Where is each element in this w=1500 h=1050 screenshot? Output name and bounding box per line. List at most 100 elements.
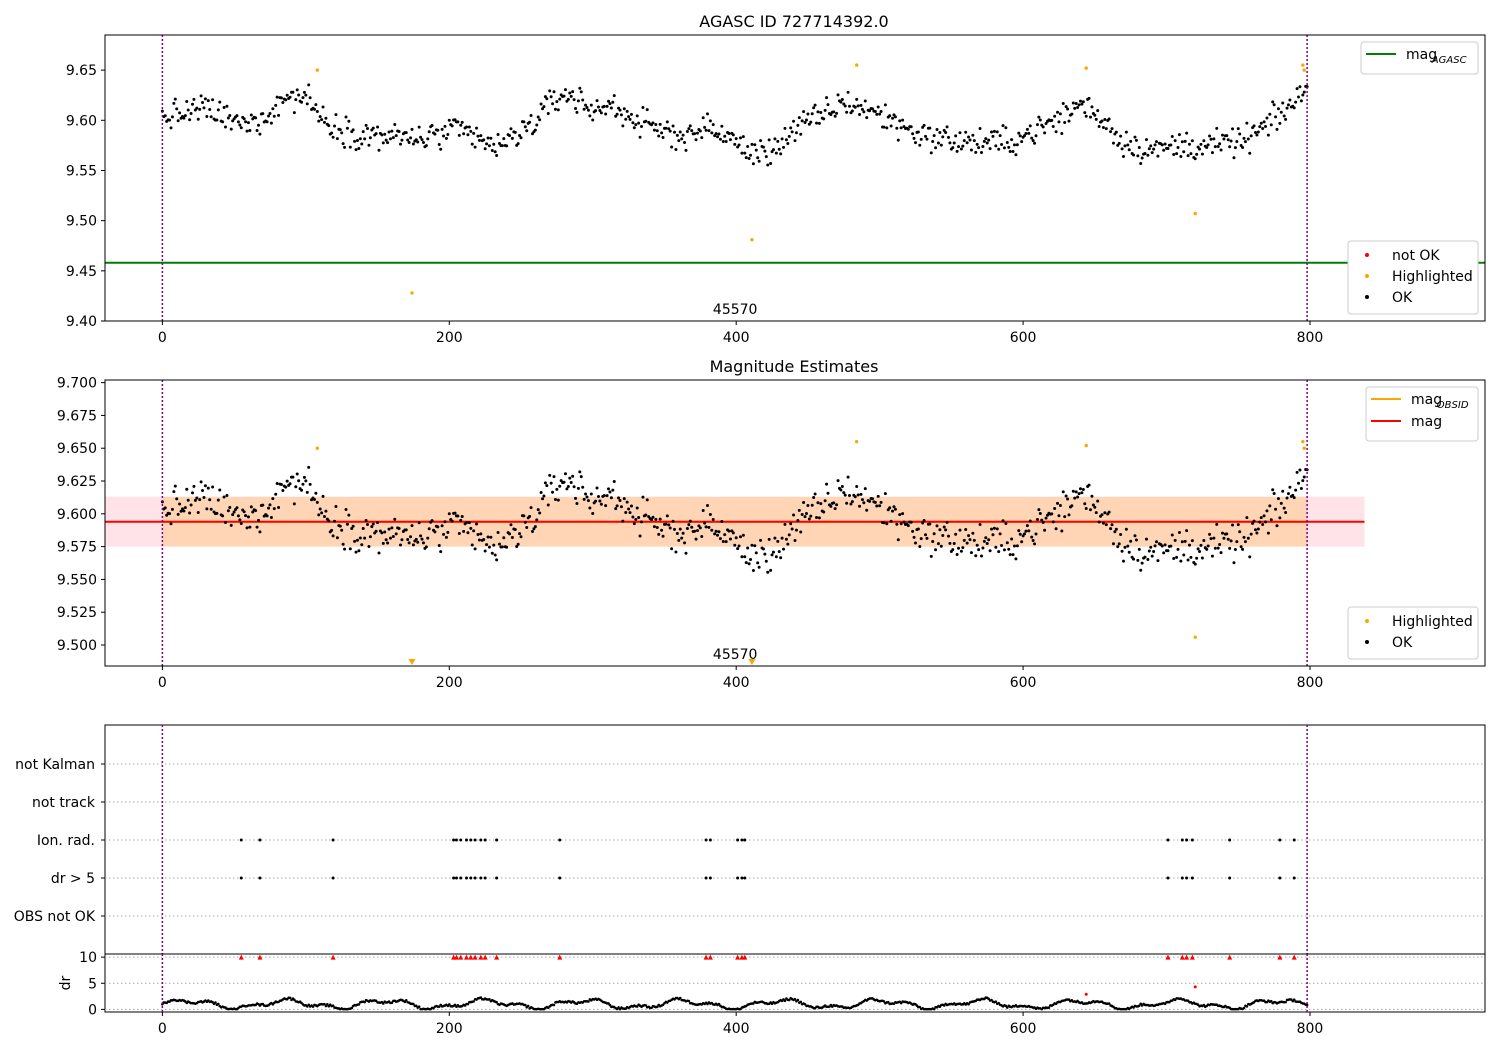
ok-point bbox=[582, 497, 586, 501]
ok-point bbox=[410, 524, 414, 528]
ok-point bbox=[767, 138, 771, 142]
ok-point bbox=[1122, 559, 1126, 563]
ok-point bbox=[485, 142, 489, 146]
ok-point bbox=[807, 122, 811, 126]
ok-point bbox=[846, 90, 850, 94]
ok-point bbox=[536, 115, 540, 119]
ok-point bbox=[497, 142, 501, 146]
ok-point bbox=[615, 112, 619, 116]
ok-point bbox=[670, 145, 674, 149]
ok-point bbox=[483, 147, 487, 151]
ok-point bbox=[1136, 558, 1140, 562]
y-tick-label: 9.700 bbox=[57, 376, 97, 392]
ok-point bbox=[307, 83, 311, 87]
ok-point bbox=[1060, 131, 1064, 135]
ok-point bbox=[416, 140, 420, 144]
ok-point bbox=[1005, 541, 1009, 545]
ok-point bbox=[1236, 523, 1240, 527]
ok-point bbox=[208, 108, 212, 112]
ok-point bbox=[279, 482, 283, 486]
ok-point bbox=[1038, 511, 1042, 515]
ok-point bbox=[1241, 145, 1245, 149]
ok-point bbox=[1101, 521, 1105, 525]
highlighted-point bbox=[1084, 66, 1088, 70]
ok-point bbox=[704, 128, 708, 132]
ok-point bbox=[848, 104, 852, 108]
ok-point bbox=[347, 119, 351, 123]
ok-point bbox=[462, 529, 466, 533]
ok-point bbox=[604, 504, 608, 508]
flag-point bbox=[495, 838, 499, 842]
ok-point bbox=[964, 130, 968, 134]
dr-point bbox=[990, 998, 993, 1002]
ok-point bbox=[720, 520, 724, 524]
ok-point bbox=[683, 541, 687, 545]
ok-point bbox=[172, 101, 176, 105]
ok-point bbox=[475, 126, 479, 130]
ok-point bbox=[674, 550, 678, 554]
ok-point bbox=[364, 518, 368, 522]
flag-category-label: not Kalman bbox=[15, 757, 95, 773]
dr-point bbox=[363, 1000, 366, 1004]
ok-point bbox=[641, 495, 645, 499]
ok-point bbox=[1266, 133, 1270, 137]
ok-point bbox=[440, 524, 444, 528]
ok-point bbox=[997, 550, 1001, 554]
ok-point bbox=[1053, 114, 1057, 118]
ok-point bbox=[231, 513, 235, 517]
ok-point bbox=[533, 525, 537, 529]
ok-point bbox=[436, 128, 440, 132]
ok-point bbox=[201, 100, 205, 104]
ok-point bbox=[242, 510, 246, 514]
ok-point bbox=[1132, 153, 1136, 157]
ok-point bbox=[348, 145, 352, 149]
ok-point bbox=[1024, 529, 1028, 533]
ok-point bbox=[596, 105, 600, 109]
ok-point bbox=[516, 542, 520, 546]
ok-point bbox=[1251, 521, 1255, 525]
ok-point bbox=[1077, 492, 1081, 496]
dr-clipped-marker bbox=[468, 954, 474, 960]
ok-point bbox=[1253, 130, 1257, 134]
legend-label: OK bbox=[1392, 290, 1413, 306]
ok-point bbox=[443, 520, 447, 524]
ok-point bbox=[338, 128, 342, 132]
dr-point bbox=[1245, 1005, 1249, 1008]
ok-point bbox=[688, 519, 692, 523]
ok-point bbox=[229, 523, 233, 527]
ok-point bbox=[387, 527, 391, 531]
ok-point bbox=[510, 136, 514, 140]
ok-point bbox=[810, 503, 814, 507]
ok-point bbox=[919, 137, 923, 141]
ok-point bbox=[552, 475, 556, 479]
ok-point bbox=[773, 536, 777, 540]
ok-point bbox=[661, 534, 665, 538]
ok-point bbox=[959, 549, 963, 553]
ok-point bbox=[1202, 139, 1206, 143]
ok-point bbox=[579, 90, 583, 94]
ok-point bbox=[1093, 113, 1097, 117]
ok-point bbox=[1166, 147, 1170, 151]
ok-point bbox=[922, 518, 926, 522]
ok-point bbox=[1182, 553, 1186, 557]
ok-point bbox=[1212, 536, 1216, 540]
ok-point bbox=[1020, 540, 1024, 544]
ok-point bbox=[232, 510, 236, 514]
ok-point bbox=[1226, 138, 1230, 142]
ok-point bbox=[747, 157, 751, 161]
ok-point bbox=[510, 535, 514, 539]
ok-point bbox=[553, 497, 557, 501]
ok-point bbox=[1073, 106, 1077, 110]
ok-point bbox=[335, 137, 339, 141]
ok-point bbox=[377, 148, 381, 152]
ok-point bbox=[1269, 123, 1273, 127]
ok-point bbox=[941, 135, 945, 139]
ok-point bbox=[585, 495, 589, 499]
ok-point bbox=[688, 124, 692, 128]
flag-point bbox=[331, 838, 335, 842]
ok-point bbox=[928, 126, 932, 130]
ok-point bbox=[792, 513, 796, 517]
ok-point bbox=[951, 548, 955, 552]
ok-point bbox=[1275, 127, 1279, 131]
flag-point bbox=[258, 876, 262, 880]
